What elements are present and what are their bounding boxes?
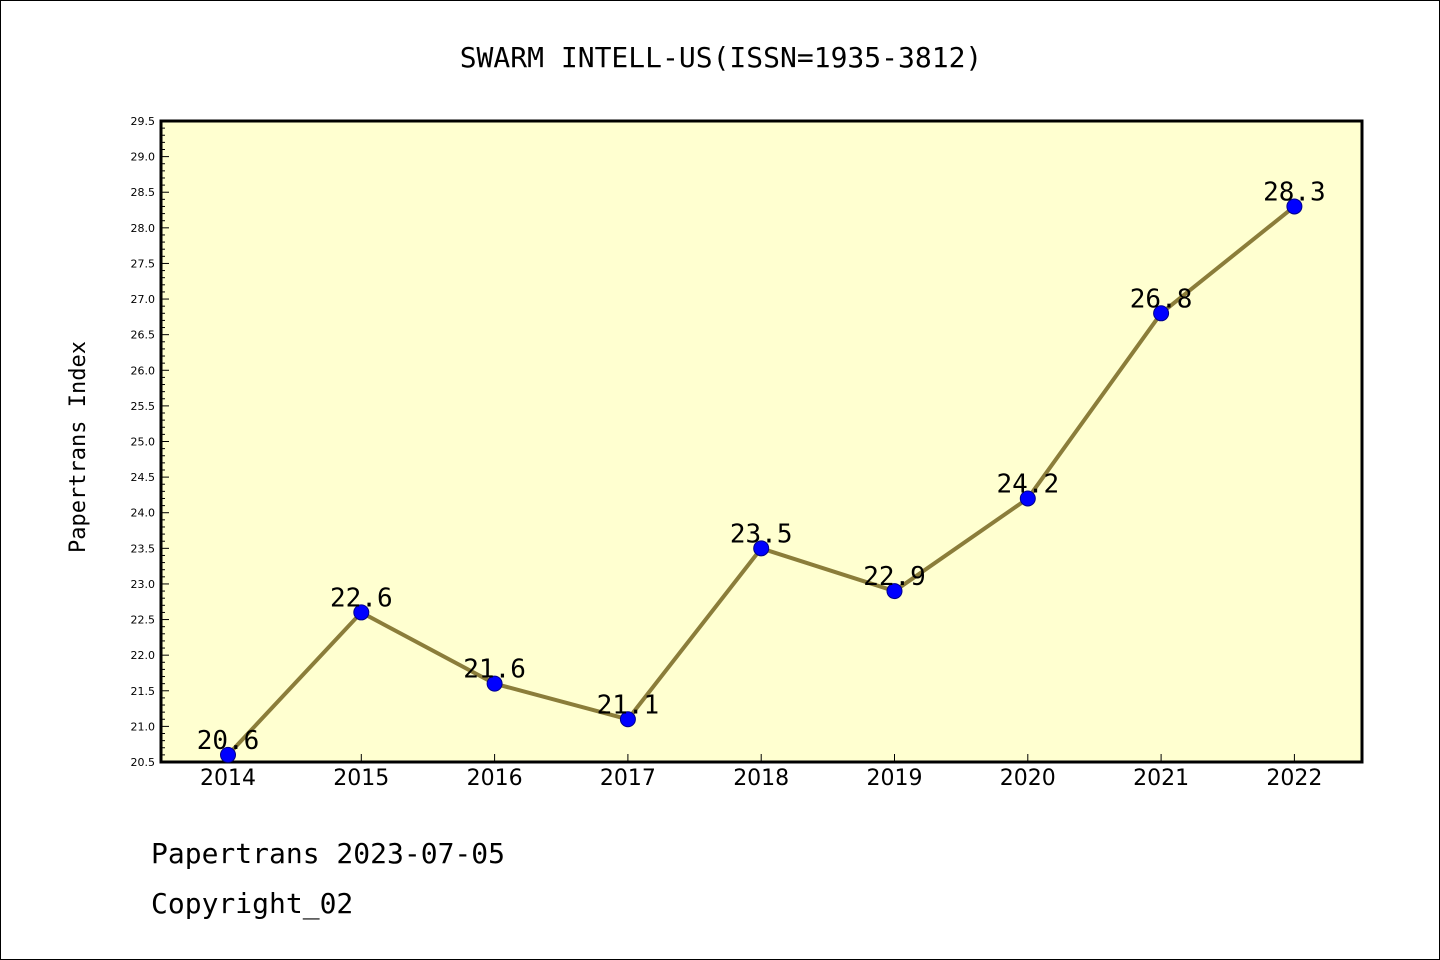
data-point: [1019, 490, 1036, 507]
x-tick-label: 2021: [1133, 766, 1189, 791]
y-tick-label: 28.5: [131, 186, 156, 199]
data-point: [886, 583, 903, 600]
x-tick-label: 2017: [600, 766, 656, 791]
y-tick-label: 26.0: [131, 364, 156, 377]
y-tick-label: 20.5: [131, 756, 156, 769]
y-tick-label: 29.0: [131, 151, 156, 164]
y-tick-label: 27.0: [131, 293, 156, 306]
x-tick-label: 2016: [467, 766, 523, 791]
y-tick-label: 26.5: [131, 329, 156, 342]
data-point: [353, 604, 370, 621]
data-label: 22.9: [863, 562, 926, 592]
footer-date-line: Papertrans 2023-07-05: [151, 837, 506, 870]
data-point: [619, 711, 636, 728]
data-label: 26.8: [1130, 284, 1193, 314]
y-tick-label: 22.5: [131, 614, 156, 627]
data-label: 23.5: [730, 519, 793, 549]
data-label: 21.6: [463, 655, 526, 685]
y-tick-label: 24.5: [131, 471, 156, 484]
y-tick-label: 29.5: [131, 115, 156, 128]
y-tick-label: 25.0: [131, 436, 156, 449]
x-tick-label: 2018: [733, 766, 789, 791]
x-tick-label: 2014: [200, 766, 256, 791]
data-point: [220, 746, 236, 763]
chart-title: SWARM INTELL-US(ISSN=1935-3812): [460, 41, 983, 74]
y-tick-label: 21.0: [131, 720, 156, 733]
data-point: [753, 540, 770, 557]
y-tick-label: 22.0: [131, 649, 156, 662]
data-point: [1286, 198, 1303, 215]
data-labels: 20.6 22.6 21.6 21.1 23.5 22.9 24.2 26.8 28.3: [197, 177, 1326, 755]
y-tick-label: 21.5: [131, 685, 156, 698]
x-tick-label: 2015: [333, 766, 389, 791]
data-label: 28.3: [1263, 177, 1326, 207]
y-tick-label: 23.0: [131, 578, 156, 591]
data-point: [486, 675, 503, 692]
y-tick-label: 23.5: [131, 542, 156, 555]
data-label: 22.6: [330, 583, 393, 613]
x-tick-label: 2020: [1000, 766, 1056, 791]
footer-copyright: Copyright_02: [151, 887, 354, 920]
y-tick-label: 24.0: [131, 507, 156, 520]
x-tick-label: 2019: [867, 766, 923, 791]
data-label: 24.2: [996, 469, 1059, 499]
series-line-group: [220, 198, 1303, 763]
y-tick-label: 28.0: [131, 222, 156, 235]
y-tick-label: 25.5: [131, 400, 156, 413]
data-point: [1153, 305, 1170, 322]
plot-area: [159, 119, 1364, 764]
data-label: 20.6: [197, 726, 260, 756]
y-axis-label: Papertrans Index: [66, 341, 91, 553]
data-label: 21.1: [597, 690, 660, 720]
y-tick-label: 27.5: [131, 257, 156, 270]
y-axis: 20.5 21.0 21.5 22.0 22.5 23.0 23.5 24.0 24.5 25.0…: [131, 115, 169, 769]
x-tick-label: 2022: [1266, 766, 1322, 791]
x-axis: 2014 2015 2016 2017 2018 2019 2020 2021 2022: [200, 754, 1322, 791]
